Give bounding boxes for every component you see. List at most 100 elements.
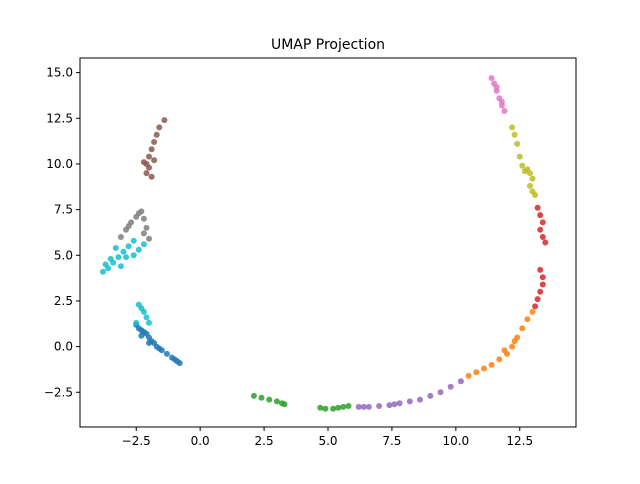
data-point <box>266 396 273 403</box>
data-point <box>447 383 454 390</box>
data-point <box>156 124 163 131</box>
x-axis: −2.5 0.0 2.5 5.0 7.5 10.0 12.5 <box>122 427 533 448</box>
data-point <box>107 255 114 262</box>
data-point <box>340 403 347 410</box>
data-point <box>146 340 152 346</box>
data-point <box>391 401 398 408</box>
data-point <box>539 281 546 288</box>
data-point <box>524 316 531 323</box>
data-point <box>335 404 342 411</box>
data-point <box>146 164 152 171</box>
data-point <box>493 84 500 91</box>
data-point <box>437 389 444 396</box>
data-point <box>539 274 546 281</box>
data-point <box>148 146 155 153</box>
data-point <box>532 192 539 198</box>
data-point <box>532 303 539 310</box>
data-point <box>281 401 288 408</box>
data-point <box>360 403 367 410</box>
data-point <box>140 159 147 166</box>
data-point <box>488 361 495 368</box>
data-point <box>151 139 158 145</box>
data-point <box>511 131 518 138</box>
data-point <box>537 266 544 273</box>
data-point <box>542 239 549 246</box>
data-point <box>117 263 124 270</box>
data-point <box>153 131 160 138</box>
x-tick-label: 2.5 <box>255 434 274 448</box>
y-tick-label: 12.5 <box>46 111 73 125</box>
data-point <box>115 254 122 261</box>
data-point <box>365 403 372 410</box>
data-point <box>537 226 544 233</box>
x-tick-label: 12.5 <box>506 434 533 448</box>
data-point <box>120 248 127 255</box>
data-point <box>171 356 178 363</box>
data-point <box>317 404 324 411</box>
x-tick-label: −2.5 <box>122 434 151 448</box>
data-point <box>140 230 147 237</box>
data-point <box>123 254 129 261</box>
data-point <box>100 268 106 275</box>
data-point <box>386 402 393 409</box>
data-point <box>537 212 544 219</box>
data-point <box>509 343 516 350</box>
data-point <box>537 288 544 295</box>
data-point <box>146 319 152 326</box>
data-point <box>511 338 518 345</box>
x-tick-label: 5.0 <box>318 434 337 448</box>
chart-title: UMAP Projection <box>271 37 385 53</box>
data-point <box>345 403 352 409</box>
y-axis: −2.5 0.0 2.5 5.0 7.5 10.0 12.5 15.0 <box>44 66 80 399</box>
data-point <box>176 360 183 367</box>
points-layer <box>100 75 549 412</box>
data-point <box>146 235 152 242</box>
data-point <box>376 403 383 409</box>
data-point <box>519 325 526 332</box>
y-tick-label: 5.0 <box>54 248 73 262</box>
data-point <box>322 405 329 412</box>
data-point <box>539 234 546 240</box>
data-point <box>355 403 362 410</box>
x-tick-label: 0.0 <box>191 434 210 448</box>
data-point <box>516 153 523 160</box>
data-point <box>117 234 124 240</box>
data-point <box>140 215 147 222</box>
data-point <box>258 394 265 401</box>
y-tick-label: 15.0 <box>46 66 73 80</box>
data-point <box>465 372 472 379</box>
data-point <box>481 365 487 372</box>
data-point <box>519 162 526 169</box>
data-point <box>143 314 150 321</box>
data-point <box>250 392 257 399</box>
data-point <box>140 308 147 315</box>
data-point <box>143 170 150 177</box>
data-point <box>330 405 337 412</box>
y-tick-label: 7.5 <box>54 203 73 217</box>
data-point <box>529 308 536 315</box>
y-tick-label: −2.5 <box>44 385 73 399</box>
data-point <box>529 175 536 182</box>
y-tick-label: 0.0 <box>54 340 73 354</box>
data-point <box>273 398 280 405</box>
data-point <box>534 204 541 211</box>
data-point <box>163 350 170 357</box>
plot-frame <box>79 57 577 428</box>
data-point <box>161 117 168 124</box>
x-tick-label: 7.5 <box>382 434 401 448</box>
data-point <box>406 398 413 405</box>
data-point <box>457 378 464 385</box>
data-point <box>112 245 119 251</box>
data-point <box>151 157 158 164</box>
data-point <box>156 345 163 352</box>
data-point <box>534 296 541 303</box>
y-tick-label: 2.5 <box>54 294 73 308</box>
data-point <box>135 210 142 217</box>
data-point <box>138 332 145 339</box>
data-point <box>488 75 495 82</box>
data-point <box>143 224 150 231</box>
x-tick-label: 10.0 <box>442 434 469 448</box>
data-point <box>148 173 155 180</box>
data-point <box>102 261 109 268</box>
